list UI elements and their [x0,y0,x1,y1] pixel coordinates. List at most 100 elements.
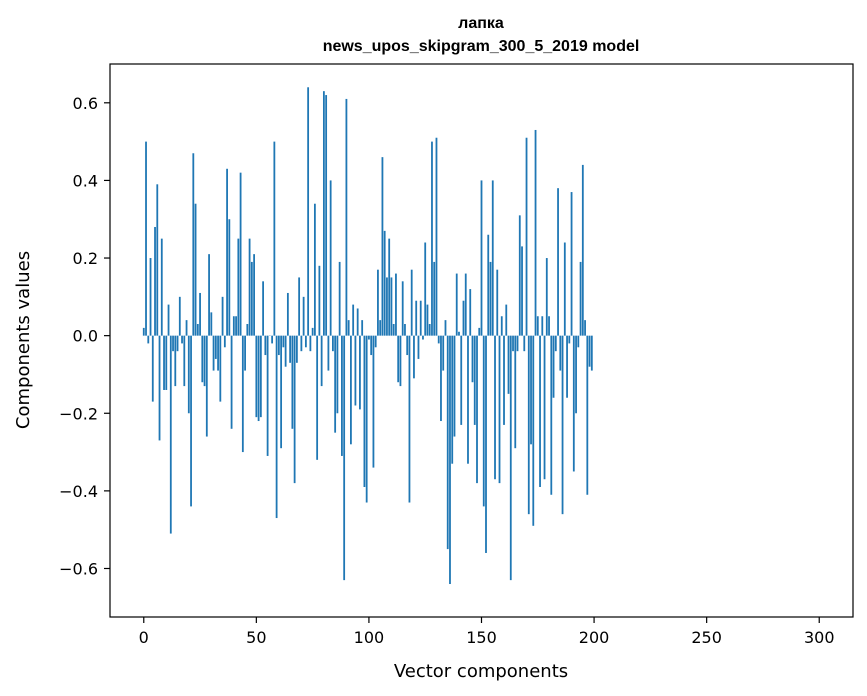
bar-4 [151,335,154,402]
bar-190 [570,192,573,336]
bar-16 [178,296,181,336]
bar-175 [536,316,539,336]
bar-146 [471,335,474,383]
bar-171 [527,335,530,515]
bar-124 [422,335,424,340]
bar-148 [476,335,478,484]
bar-134 [444,320,447,336]
bar-120 [413,335,415,379]
bar-93 [352,304,355,336]
bar-150 [480,180,483,336]
bar-70 [300,335,303,352]
bar-156 [494,335,496,480]
bar-44 [241,335,244,453]
bar-48 [250,261,253,336]
x-tick-label: 50 [246,628,266,647]
x-axis-ticks: 0 50 100 150 200 250 300 [139,617,835,647]
bar-102 [372,335,375,468]
bar-76 [313,203,316,336]
bar-144 [467,335,469,464]
bar-18 [183,335,186,387]
bar-116 [404,324,406,336]
bar-112 [395,273,397,336]
bar-137 [451,335,454,464]
bar-71 [302,296,305,336]
bar-128 [431,141,433,336]
bar-32 [214,335,217,359]
bar-28 [205,335,208,437]
bar-109 [388,238,391,336]
bar-100 [368,335,370,340]
bar-157 [496,269,499,336]
bar-99 [365,335,368,503]
bar-1 [145,141,147,336]
bar-94 [354,335,357,406]
bar-108 [386,277,388,336]
bar-180 [548,316,550,336]
bar-20 [187,335,190,414]
bar-27 [203,335,206,387]
bar-79 [320,335,323,387]
bar-96 [359,335,361,410]
bar-147 [473,335,476,425]
bar-110 [390,277,393,336]
bar-7 [158,335,161,441]
bar-63 [284,335,287,367]
bar-183 [554,335,557,352]
bar-118 [408,335,411,503]
bar-178 [543,335,546,480]
bar-67 [293,335,296,484]
bar-45 [244,335,246,371]
bar-6 [156,184,159,336]
bar-98 [363,335,366,487]
bar-121 [415,300,418,336]
bar-136 [449,335,451,585]
bar-160 [503,335,505,425]
bar-47 [248,238,251,336]
bar-188 [566,335,568,398]
bar-135 [446,335,449,550]
bar-111 [392,324,395,336]
bar-153 [487,234,490,336]
bars-group [142,87,593,585]
bar-127 [428,324,431,336]
x-tick-label: 200 [579,628,610,647]
bar-40 [232,316,235,336]
bar-126 [426,304,429,336]
bar-49 [253,254,255,336]
bar-105 [379,320,382,336]
bar-185 [559,335,562,371]
bar-11 [167,304,170,336]
bar-74 [309,335,312,352]
bar-103 [374,335,377,348]
bar-155 [491,180,494,336]
bar-106 [381,157,384,336]
bar-13 [172,335,174,352]
bar-125 [424,242,427,336]
bar-61 [280,335,283,449]
bar-21 [190,335,192,507]
bar-89 [343,335,346,581]
bar-0 [142,327,145,336]
bar-172 [530,335,532,445]
bar-163 [509,335,512,581]
bar-182 [552,335,555,398]
bar-58 [273,141,276,336]
bar-65 [289,335,292,363]
bar-64 [286,292,289,336]
bar-104 [377,269,379,336]
bar-199 [590,335,593,371]
bar-41 [235,316,237,336]
bar-38 [228,219,231,336]
bar-87 [338,261,341,336]
bar-60 [277,335,280,356]
bar-10 [165,335,168,390]
bar-2 [147,335,150,344]
bar-24 [196,324,199,336]
bar-68 [295,335,298,363]
bar-86 [336,335,339,414]
bar-189 [568,335,571,344]
bar-195 [581,164,584,336]
bar-170 [525,137,528,336]
